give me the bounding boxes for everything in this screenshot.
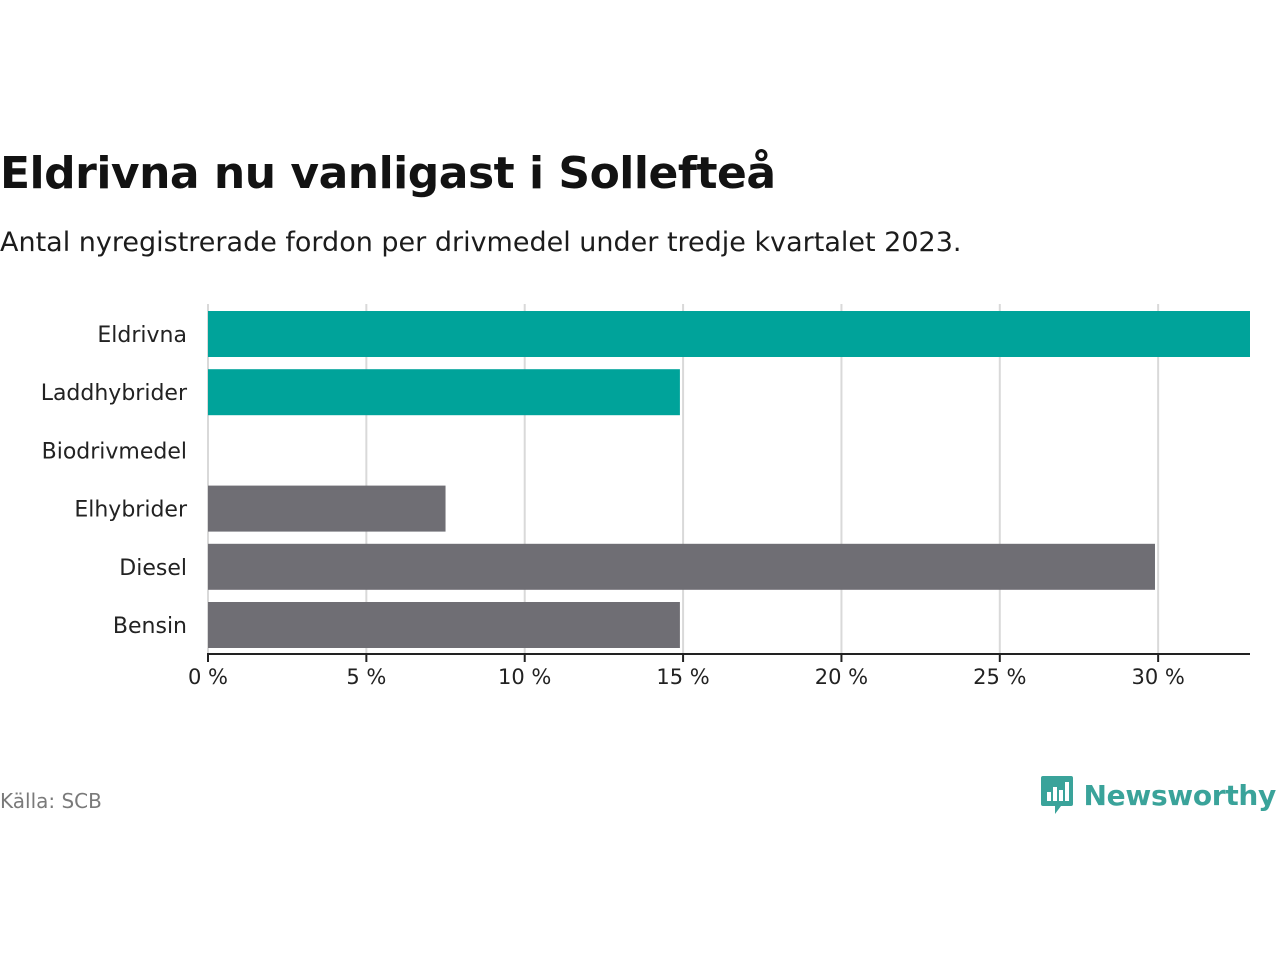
bar-eldrivna (208, 311, 1250, 357)
x-tick-label: 25 % (973, 665, 1026, 689)
bar-laddhybrider (208, 369, 680, 416)
x-tick-label: 30 % (1131, 665, 1184, 689)
category-label: Laddhybrider (41, 381, 188, 406)
source-note: Källa: SCB (0, 789, 102, 813)
grid-lines (207, 304, 1160, 654)
x-tick-label: 20 % (815, 665, 868, 689)
newsworthy-logo-icon (1040, 776, 1073, 814)
x-axis: 0 % 5 % 10 % 15 % 20 % 25 % 30 % (188, 653, 1250, 689)
bar-chart: Eldrivna Laddhybrider Biodrivmedel Elhybrid… (41, 304, 1250, 689)
x-tick-label: 5 % (346, 665, 386, 689)
x-tick-label: 0 % (188, 665, 228, 689)
brand-name: Newsworthy (1083, 778, 1277, 812)
bar-diesel (208, 543, 1155, 590)
brand-logo: Newsworthy (1040, 774, 1276, 816)
x-tick-label: 15 % (656, 665, 709, 689)
x-tick-label: 10 % (498, 665, 551, 689)
chart-title: Eldrivna nu vanligast i Sollefteå (0, 148, 776, 199)
bar-elhybrider (208, 485, 446, 532)
category-labels: Eldrivna Laddhybrider Biodrivmedel Elhybrid… (41, 323, 188, 639)
category-label: Elhybrider (74, 498, 188, 523)
category-label: Biodrivmedel (42, 439, 187, 464)
category-label: Eldrivna (97, 323, 187, 348)
bar-bensin (208, 602, 680, 648)
chart-subtitle: Antal nyregistrerade fordon per drivmede… (0, 227, 962, 258)
category-label: Diesel (119, 556, 187, 581)
bars (208, 311, 1250, 648)
category-label: Bensin (113, 614, 187, 639)
